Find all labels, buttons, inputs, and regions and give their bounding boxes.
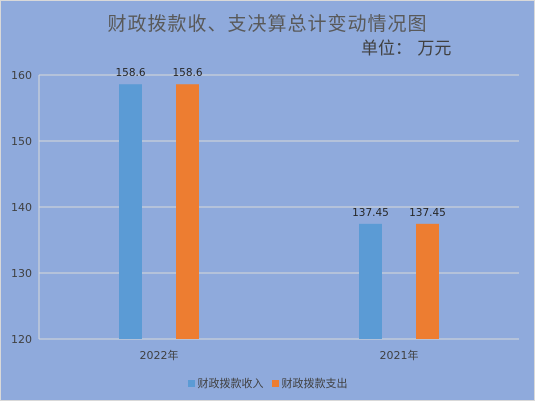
legend-item-income: 财政拨款收入	[187, 375, 264, 391]
data-label-income-1: 137.45	[352, 207, 389, 219]
x-tick-label-1: 2021年	[380, 348, 419, 362]
y-tick-label-160: 160	[11, 69, 32, 82]
legend: 财政拨款收入 财政拨款支出	[1, 375, 534, 391]
legend-label-expense: 财政拨款支出	[281, 377, 348, 390]
chart-title: 财政拨款收、支决算总计变动情况图	[107, 13, 428, 35]
legend-swatch-income	[187, 379, 195, 387]
y-tick-label-130: 130	[11, 267, 32, 280]
bar-expense-1	[416, 223, 439, 339]
legend-label-income: 财政拨款收入	[197, 377, 264, 390]
data-label-expense-1: 137.45	[409, 207, 446, 219]
chart-unit: 单位： 万元	[361, 39, 452, 59]
legend-item-expense: 财政拨款支出	[271, 375, 348, 391]
y-tick-label-140: 140	[11, 201, 32, 214]
bar-income-1	[359, 223, 382, 339]
y-tick-label-150: 150	[11, 135, 32, 148]
data-label-expense-0: 158.6	[172, 67, 202, 79]
bar-income-0	[119, 84, 142, 340]
legend-swatch-expense	[271, 379, 279, 387]
bar-expense-0	[176, 84, 199, 340]
data-label-income-0: 158.6	[115, 67, 145, 79]
y-tick-label-120: 120	[11, 333, 32, 346]
x-tick-label-0: 2022年	[140, 348, 179, 362]
